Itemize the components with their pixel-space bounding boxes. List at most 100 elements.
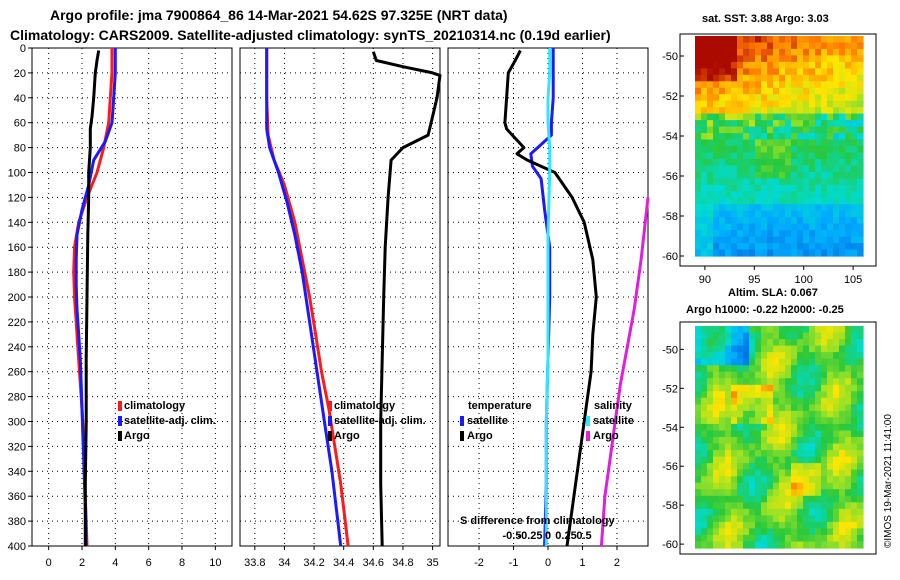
sla-cell xyxy=(737,489,744,497)
sst-cell xyxy=(695,133,702,141)
series-line-satellite-adj-clim- xyxy=(265,48,343,547)
sst-cell xyxy=(707,68,714,76)
sla-cell xyxy=(713,521,720,529)
sla-cell xyxy=(743,358,750,366)
sla-cell xyxy=(695,332,702,340)
sla-cell xyxy=(845,476,852,484)
sla-cell xyxy=(827,482,834,490)
sst-cell xyxy=(755,243,762,251)
sst-cell xyxy=(761,197,768,205)
y-tick-label: 400 xyxy=(8,541,26,553)
sla-cell xyxy=(785,397,792,405)
sst-cell xyxy=(701,126,708,134)
sla-cell xyxy=(791,404,798,412)
sla-cell xyxy=(695,541,702,549)
sla-cell xyxy=(803,391,810,399)
sst-cell xyxy=(845,204,852,212)
sla-cell xyxy=(785,384,792,392)
temperature-x-axis: 0 2 4 6 8 10 xyxy=(46,546,221,569)
sst-cell xyxy=(737,165,744,173)
sst-cell xyxy=(821,236,828,244)
sst-cell xyxy=(719,217,726,225)
sst-cell xyxy=(833,165,840,173)
sst-cell xyxy=(737,184,744,192)
sst-cell xyxy=(791,133,798,141)
sst-cell xyxy=(785,107,792,115)
sst-cell xyxy=(719,165,726,173)
sst-cell xyxy=(773,197,780,205)
sla-cell xyxy=(803,541,810,549)
sla-cell xyxy=(797,404,804,412)
sla-cell xyxy=(797,495,804,503)
sst-cell xyxy=(815,100,822,108)
sla-cell xyxy=(719,365,726,373)
sst-cell xyxy=(815,87,822,95)
sst-cell xyxy=(707,55,714,63)
sla-cell xyxy=(737,391,744,399)
sla-cell xyxy=(833,489,840,497)
sst-cell xyxy=(827,146,834,154)
sla-cell xyxy=(725,371,732,379)
sst-cell xyxy=(749,126,756,134)
sla-cell xyxy=(791,384,798,392)
x-tick-label: 34.4 xyxy=(333,557,354,569)
series-line-salinity-satellite xyxy=(544,48,552,546)
sla-cell xyxy=(851,397,858,405)
sst-cell xyxy=(845,48,852,56)
sst-cell xyxy=(839,165,846,173)
sla-cell xyxy=(695,469,702,477)
sla-cell xyxy=(845,528,852,536)
sst-cell xyxy=(743,87,750,95)
sst-cell xyxy=(797,55,804,63)
sla-cell xyxy=(743,502,750,510)
sla-cell xyxy=(707,489,714,497)
sst-cell xyxy=(839,152,846,160)
sst-cell xyxy=(833,210,840,218)
sst-cell xyxy=(755,36,762,44)
sla-cell xyxy=(761,430,768,438)
sst-cell xyxy=(707,139,714,147)
sla-cell xyxy=(749,391,756,399)
y-tick-label: 300 xyxy=(8,417,26,429)
x-tick-label: 2 xyxy=(79,557,85,569)
sst-cell xyxy=(749,223,756,231)
sst-cell xyxy=(773,120,780,128)
sla-cell xyxy=(707,339,714,347)
sla-cell xyxy=(845,365,852,373)
sst-cell xyxy=(743,36,750,44)
sla-cell xyxy=(797,410,804,418)
sst-cell xyxy=(833,36,840,44)
sla-cell xyxy=(713,508,720,516)
sst-cell xyxy=(839,184,846,192)
sst-cell xyxy=(725,94,732,102)
sst-cell xyxy=(749,36,756,44)
sla-cell xyxy=(737,397,744,405)
sst-cell xyxy=(779,158,786,166)
sla-cell xyxy=(839,326,846,334)
sla-cell xyxy=(809,410,816,418)
sst-cell xyxy=(725,55,732,63)
sla-cell xyxy=(767,469,774,477)
sla-cell xyxy=(833,456,840,464)
sla-cell xyxy=(725,502,732,510)
sst-cell xyxy=(749,87,756,95)
sst-cell xyxy=(755,152,762,160)
sst-cell xyxy=(827,68,834,76)
sst-cell xyxy=(725,100,732,108)
sst-cell xyxy=(773,146,780,154)
sla-cell xyxy=(743,534,750,542)
sst-cell xyxy=(719,197,726,205)
sla-cell xyxy=(731,508,738,516)
sla-cell xyxy=(809,423,816,431)
sla-cell xyxy=(701,397,708,405)
sla-cell xyxy=(761,541,768,549)
sla-cell xyxy=(839,456,846,464)
sst-cell xyxy=(737,178,744,186)
sla-cell xyxy=(755,378,762,386)
sla-cell xyxy=(701,358,708,366)
sla-cell xyxy=(821,384,828,392)
sla-cell xyxy=(791,482,798,490)
sst-cell xyxy=(755,120,762,128)
sst-cell xyxy=(785,68,792,76)
sla-cell xyxy=(731,541,738,549)
